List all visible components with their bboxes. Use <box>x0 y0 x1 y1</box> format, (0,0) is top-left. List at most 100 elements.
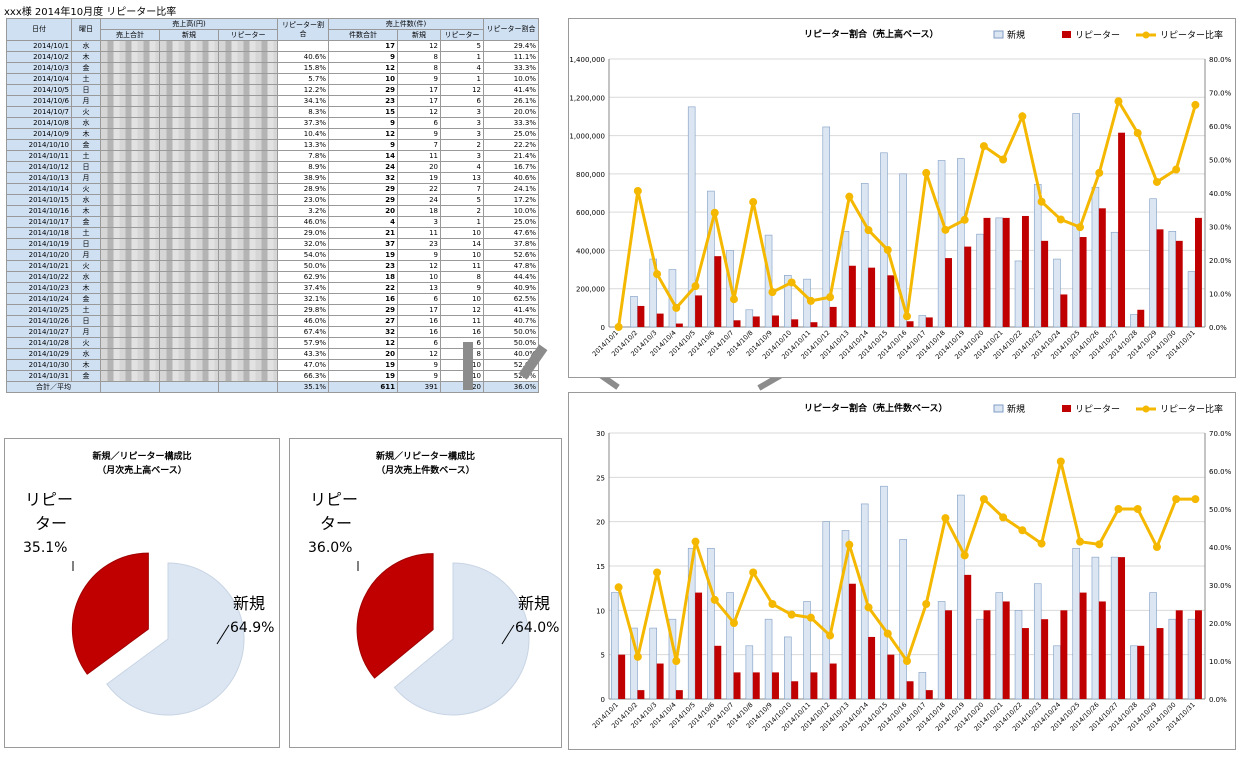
row-rep: 7 <box>440 183 484 195</box>
bar-chart-count: リピーター割合（売上件数ベース） 新規 リピーター リピーター比率 0 5 10 15 20 25… <box>591 402 1232 733</box>
bar-new <box>745 309 754 328</box>
row-rep: 1 <box>440 73 484 85</box>
blurred-cell <box>159 139 219 151</box>
row-ratio2: 50.0% <box>483 337 539 349</box>
table-row: 2014/10/18 土 29.0% 21 11 10 47.6% <box>6 227 539 239</box>
bar-chart-box-sales: リピーター割合（売上高ベース） 新規 リピーター リピーター比率 0 200,000 400… <box>568 18 1236 378</box>
bar-new <box>860 183 869 328</box>
table-row: 2014/10/8 水 37.3% 9 6 3 33.3% <box>6 117 539 129</box>
blurred-cell <box>100 381 160 393</box>
row-date: 2014/10/13 <box>6 172 72 184</box>
bar-rep <box>983 610 991 699</box>
pie-leader-line <box>216 624 230 645</box>
row-ratio: 66.3% <box>277 370 329 382</box>
ratio-point <box>749 198 758 207</box>
row-count: 29 <box>328 194 398 206</box>
row-dow: 木 <box>71 359 101 371</box>
blurred-cell <box>159 95 219 107</box>
row-date: 2014/10/30 <box>6 359 72 371</box>
bar-rep <box>637 690 645 699</box>
ratio-point <box>1152 543 1161 551</box>
ratio-point <box>941 514 950 523</box>
row-ratio2: 37.8% <box>483 238 539 250</box>
bar-new <box>957 494 965 700</box>
row-new: 8 <box>397 51 441 63</box>
bar-new <box>918 672 927 700</box>
bar-rep <box>1021 215 1029 327</box>
blurred-cell <box>218 117 278 129</box>
ratio-point <box>806 613 815 622</box>
ratio-point <box>672 303 681 312</box>
blurred-cell <box>100 216 160 228</box>
row-rep: 10 <box>440 370 484 382</box>
bar-new <box>611 592 619 700</box>
blurred-cell <box>218 260 278 272</box>
row-new: 13 <box>397 282 441 294</box>
ratio-point <box>1018 526 1027 535</box>
bar-rep <box>1175 610 1183 699</box>
row-new: 17 <box>397 84 441 96</box>
pie-rep-label: ター <box>35 514 67 533</box>
bar-new <box>745 645 754 700</box>
row-ratio: 46.0% <box>277 216 329 228</box>
bar-rep <box>925 317 933 327</box>
y2-tick-label: 20.0% <box>1209 257 1232 265</box>
row-new: 9 <box>397 370 441 382</box>
row-new: 11 <box>397 227 441 239</box>
ratio-point <box>729 619 738 627</box>
row-ratio2: 41.4% <box>483 84 539 96</box>
blurred-cell <box>218 359 278 371</box>
row-ratio2: 20.0% <box>483 106 539 118</box>
row-rep: 14 <box>440 238 484 250</box>
blurred-cell <box>218 106 278 118</box>
table-row: 2014/10/4 土 5.7% 10 9 1 10.0% <box>6 73 539 85</box>
row-ratio2: 25.0% <box>483 128 539 140</box>
ratio-point <box>1056 457 1065 466</box>
row-new: 12 <box>397 260 441 272</box>
row-count: 9 <box>328 51 398 63</box>
row-rep: 13 <box>440 172 484 184</box>
row-date: 2014/10/5 <box>6 84 72 96</box>
blurred-cell <box>218 128 278 140</box>
pie-new-label: 新規 <box>233 594 265 613</box>
bar-rep <box>752 672 760 699</box>
row-ratio2: 11.1% <box>483 51 539 63</box>
row-rep: 11 <box>440 315 484 327</box>
row-new: 16 <box>397 326 441 338</box>
header-count-rep: リピーター <box>440 29 484 41</box>
row-dow: 水 <box>71 117 101 129</box>
ratio-point <box>633 186 642 195</box>
bar-new <box>995 592 1004 700</box>
blurred-cell <box>159 359 219 371</box>
table-row: 2014/10/7 火 8.3% 15 12 3 20.0% <box>6 106 539 118</box>
row-ratio2: 52.6% <box>483 249 539 261</box>
blurred-cell <box>218 73 278 85</box>
blurred-cell <box>218 150 278 162</box>
row-count: 29 <box>328 304 398 316</box>
row-ratio2: 33.3% <box>483 62 539 74</box>
table-row: 2014/10/15 水 23.0% 29 24 5 17.2% <box>6 194 539 206</box>
bar-new <box>630 296 638 328</box>
blurred-cell <box>218 227 278 239</box>
row-date: 2014/10/31 <box>6 370 72 382</box>
row-count: 32 <box>328 326 398 338</box>
row-ratio2: 10.0% <box>483 73 539 85</box>
row-new: 9 <box>397 249 441 261</box>
header-rep-ratio2: リピーター割合 <box>483 18 539 41</box>
row-new: 6 <box>397 337 441 349</box>
table-row: 2014/10/27 月 67.4% 32 16 16 50.0% <box>6 326 539 338</box>
y-tick-label: 800,000 <box>576 171 605 179</box>
row-ratio2: 17.2% <box>483 194 539 206</box>
bar-rep <box>656 313 664 327</box>
row-new: 6 <box>397 117 441 129</box>
bar-rep <box>964 574 972 699</box>
y-tick-label: 25 <box>596 474 605 482</box>
row-dow: 日 <box>71 84 101 96</box>
blurred-cell <box>218 40 278 52</box>
table-row: 2014/10/11 土 7.8% 14 11 3 21.4% <box>6 150 539 162</box>
row-count: 29 <box>328 84 398 96</box>
row-ratio: 10.4% <box>277 128 329 140</box>
row-rep: 8 <box>440 271 484 283</box>
table-row: 2014/10/6 月 34.1% 23 17 6 26.1% <box>6 95 539 107</box>
bar-rep <box>1195 217 1202 327</box>
